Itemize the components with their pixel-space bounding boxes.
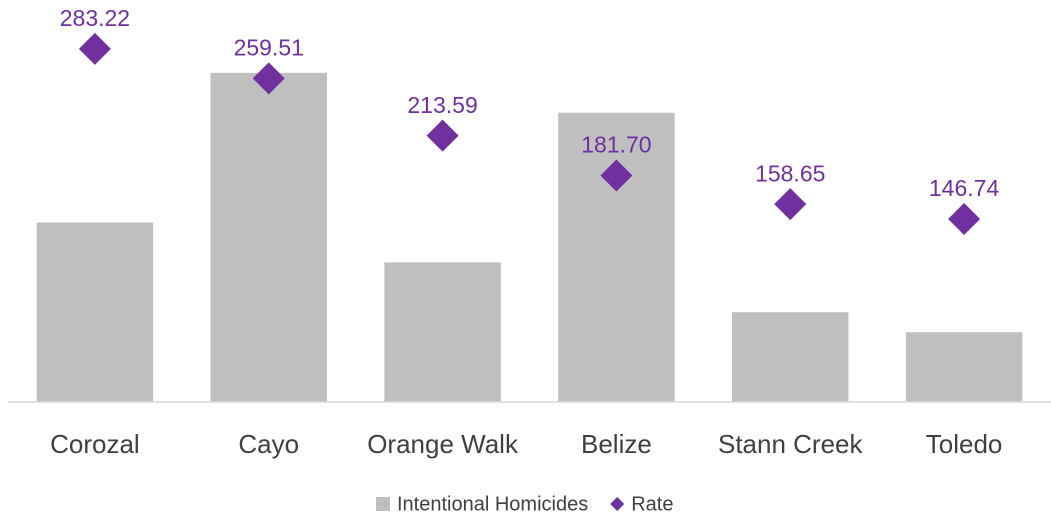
marker bbox=[78, 32, 111, 65]
marker bbox=[774, 188, 807, 221]
legend-label: Intentional Homicides bbox=[397, 493, 588, 515]
x-tick-label: Toledo bbox=[926, 429, 1003, 459]
x-tick-label: Belize bbox=[581, 429, 652, 459]
data-label: 146.74 bbox=[929, 175, 1000, 201]
marker bbox=[426, 119, 459, 152]
legend-label: Rate bbox=[631, 493, 673, 515]
x-tick-label: Stann Creek bbox=[718, 429, 864, 459]
data-label: 158.65 bbox=[755, 160, 825, 186]
x-tick-label: Orange Walk bbox=[367, 429, 519, 459]
bar bbox=[36, 222, 154, 402]
bar bbox=[210, 72, 327, 402]
marker bbox=[252, 62, 285, 95]
legend-swatch bbox=[610, 497, 625, 511]
x-tick-label: Cayo bbox=[238, 429, 299, 459]
x-tick-label: Corozal bbox=[50, 429, 140, 459]
legend-swatch bbox=[376, 497, 390, 511]
bar bbox=[384, 262, 501, 402]
marker bbox=[600, 159, 633, 192]
data-label: 259.51 bbox=[234, 35, 304, 61]
marker bbox=[948, 203, 981, 236]
bar bbox=[732, 312, 849, 402]
data-label: 181.70 bbox=[581, 132, 651, 158]
data-label: 283.22 bbox=[60, 5, 130, 31]
data-label: 213.59 bbox=[407, 92, 477, 118]
bar bbox=[905, 332, 1023, 402]
